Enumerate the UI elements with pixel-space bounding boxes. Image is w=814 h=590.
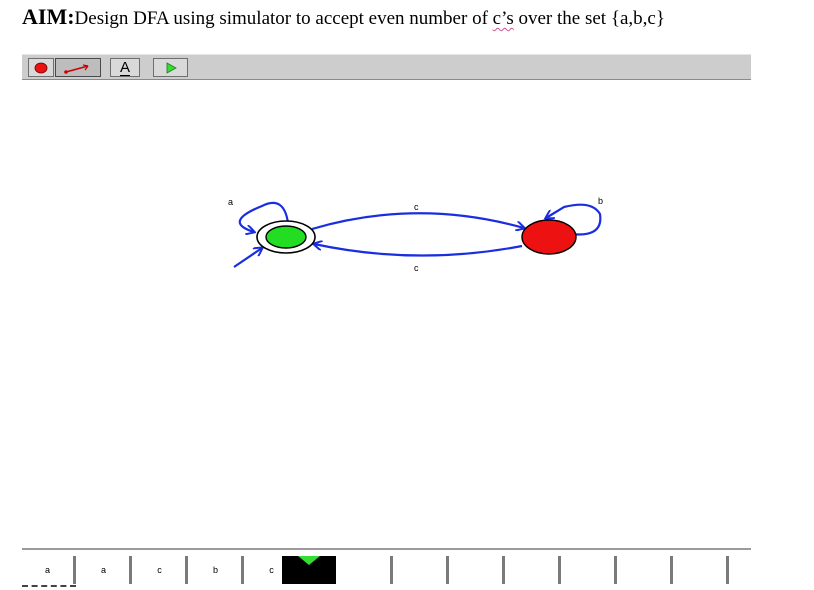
letter-a-icon: A — [119, 58, 130, 76]
transition-q0-to-q1[interactable] — [311, 212, 524, 229]
state-tool-button[interactable] — [28, 58, 54, 77]
aim-highlight: c’s — [492, 8, 514, 29]
green-play-icon — [166, 61, 177, 74]
input-tape: a a c b c — [22, 548, 751, 584]
run-tool-button[interactable] — [153, 58, 188, 77]
tape-dashed-marker — [22, 585, 76, 587]
aim-text-before: Design DFA using simulator to accept eve… — [74, 8, 493, 29]
tape-cell[interactable] — [507, 556, 561, 584]
label-loop-q0: a — [228, 197, 233, 207]
label-q1-to-q0: c — [414, 263, 419, 273]
tape-head-cell[interactable] — [282, 556, 336, 584]
aim-label: AIM: — [22, 4, 75, 29]
state-q0[interactable] — [256, 220, 316, 254]
tape-cell[interactable]: b — [190, 556, 244, 584]
tape-cell[interactable] — [619, 556, 673, 584]
red-circle-icon — [34, 62, 48, 73]
aim-heading: AIM:Design DFA using simulator to accept… — [22, 4, 665, 30]
tape-cell[interactable]: a — [78, 556, 132, 584]
tape-cell[interactable] — [563, 556, 617, 584]
dfa-diagram: a c c b — [228, 196, 603, 273]
transition-tool-button[interactable] — [55, 58, 101, 77]
aim-text-after: over the set {a,b,c} — [513, 8, 665, 29]
label-loop-q1: b — [598, 196, 603, 206]
text-tool-button[interactable]: A — [110, 58, 140, 77]
tape-cell[interactable]: a — [22, 556, 76, 584]
transition-q1-to-q0[interactable] — [314, 244, 523, 257]
toolbar: A — [22, 54, 751, 80]
tape-cell[interactable] — [451, 556, 505, 584]
tape-cell[interactable] — [395, 556, 449, 584]
tape-cell[interactable]: c — [134, 556, 188, 584]
label-q0-to-q1: c — [414, 202, 419, 212]
initial-state-arrow — [233, 248, 262, 268]
transition-q0-self-loop[interactable] — [238, 201, 290, 232]
tape-cell[interactable] — [339, 556, 393, 584]
tape-cell[interactable] — [675, 556, 729, 584]
transition-q1-self-loop[interactable] — [546, 203, 602, 236]
red-arrow-icon — [64, 63, 89, 74]
state-q1[interactable] — [521, 219, 577, 255]
dfa-canvas[interactable]: a c c b — [22, 80, 751, 550]
